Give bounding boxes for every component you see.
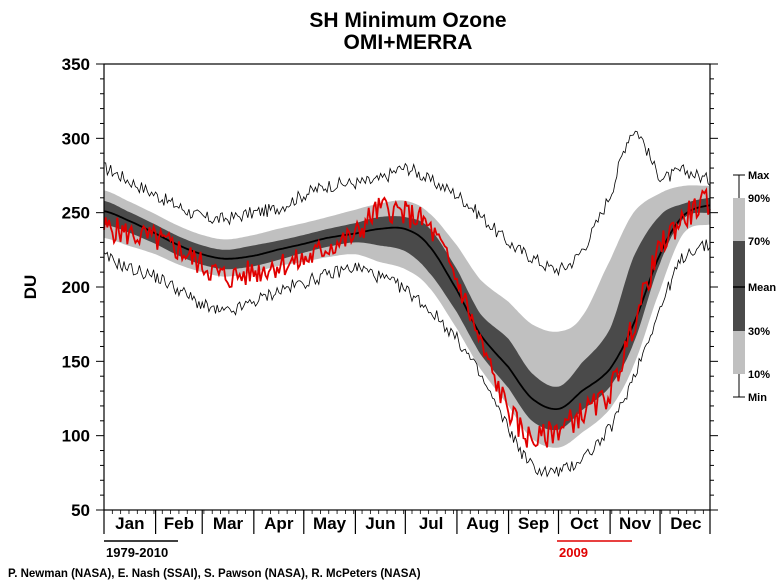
legend-band-lower [733,331,745,374]
x-tick-label: Oct [570,514,599,533]
legend-label: 90% [748,193,770,205]
x-tick-label: Aug [466,514,499,533]
x-tick-label: Jul [419,514,444,533]
y-tick-label: 100 [62,427,90,446]
legend-label: 10% [748,369,770,381]
axes: 50 100 150 200 250 300 350 Jan Feb Mar Apr May Jun Ju… [62,55,718,534]
chart-title: SH Minimum Ozone [309,9,506,32]
y-tick-label: 150 [62,352,90,371]
x-tick-label: Jun [365,514,395,533]
series-2009-line [103,187,711,448]
y-tick-label: 300 [62,129,90,148]
climatology-label: 1979-2010 [106,545,168,560]
legend-label: Mean [748,282,776,294]
legend-label: Max [748,170,770,182]
y-tick-label: 250 [62,204,90,223]
x-tick-label: Feb [164,514,194,533]
legend-band-upper [733,198,745,241]
legend-label: 70% [748,236,770,248]
series-mean-line [103,204,711,410]
y-tick-label: 200 [62,278,90,297]
y-tick-label: 50 [71,501,90,520]
plot-area [103,63,711,511]
legend-band-middle [733,241,745,331]
x-tick-label: Nov [619,514,652,533]
chart-subtitle: OMI+MERRA [344,31,473,54]
legend-label: 30% [748,326,770,338]
legend-label: Min [748,392,767,404]
x-tick-label: Apr [264,514,294,533]
x-tick-label: May [313,514,347,533]
series-min-line [103,239,711,478]
x-tick-label: Dec [670,514,701,533]
y-tick-label: 350 [62,55,90,74]
series-max-line [104,130,711,277]
x-tick-label: Sep [518,514,549,533]
credits: P. Newman (NASA), E. Nash (SSAI), S. Paw… [8,568,421,580]
x-tick-label: Jan [115,514,144,533]
year-label: 2009 [559,545,588,560]
x-tick-label: Mar [213,514,244,533]
legend: Max 90% 70% Mean 30% 10% Min [733,170,776,404]
y-axis-label: DU [21,275,40,300]
